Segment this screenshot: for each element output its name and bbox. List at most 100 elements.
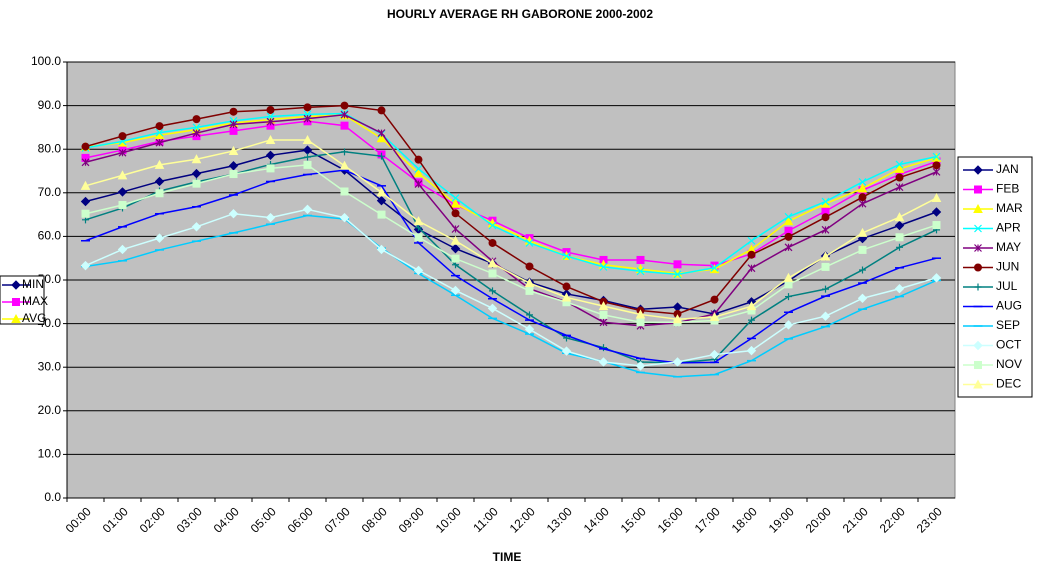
marker bbox=[932, 152, 941, 161]
y-tick-label: 10.0 bbox=[38, 447, 62, 461]
marker bbox=[636, 267, 645, 276]
series-line bbox=[85, 113, 937, 327]
marker bbox=[857, 227, 868, 237]
marker bbox=[192, 179, 201, 188]
legend2-label: AVG bbox=[22, 311, 46, 325]
marker bbox=[974, 263, 982, 272]
marker bbox=[340, 121, 349, 130]
marker bbox=[599, 310, 608, 319]
x-tick-label: 00:00 bbox=[63, 504, 94, 535]
marker bbox=[340, 110, 349, 119]
marker bbox=[931, 192, 942, 203]
marker bbox=[378, 152, 385, 160]
y-tick-label: 0.0 bbox=[44, 490, 61, 504]
marker bbox=[785, 293, 792, 301]
marker bbox=[973, 203, 983, 213]
legend-label: FEB bbox=[996, 182, 1019, 196]
marker bbox=[932, 161, 941, 170]
legend-label: OCT bbox=[996, 338, 1022, 352]
marker bbox=[746, 345, 757, 356]
marker bbox=[636, 318, 645, 327]
marker bbox=[820, 251, 831, 261]
marker bbox=[672, 268, 683, 278]
legend-box bbox=[957, 156, 1033, 398]
marker bbox=[117, 170, 128, 180]
marker bbox=[931, 273, 942, 283]
marker bbox=[858, 199, 867, 208]
y-tick-label: 80.0 bbox=[38, 141, 62, 155]
marker bbox=[974, 224, 982, 233]
series bbox=[81, 160, 941, 327]
legend2-label: MIN bbox=[22, 277, 44, 291]
marker bbox=[340, 187, 349, 196]
x-tick-label: 09:00 bbox=[396, 504, 427, 535]
x-tick-label: 19:00 bbox=[766, 504, 797, 535]
x-tick-label: 18:00 bbox=[729, 504, 760, 535]
marker bbox=[229, 120, 238, 129]
marker bbox=[857, 183, 868, 193]
marker bbox=[858, 193, 867, 202]
marker bbox=[155, 122, 164, 131]
marker bbox=[155, 128, 164, 137]
legend-label: MAY bbox=[996, 240, 1021, 254]
marker bbox=[377, 129, 386, 137]
marker bbox=[81, 142, 90, 151]
marker bbox=[895, 183, 904, 192]
marker bbox=[451, 225, 460, 233]
marker bbox=[783, 272, 794, 282]
marker bbox=[932, 167, 941, 176]
series-line bbox=[85, 114, 937, 275]
marker bbox=[673, 260, 682, 269]
marker bbox=[118, 148, 127, 157]
marker bbox=[414, 155, 423, 164]
marker bbox=[710, 263, 719, 272]
marker bbox=[525, 286, 534, 295]
marker bbox=[822, 285, 829, 293]
y-tick-label: 20.0 bbox=[38, 403, 62, 417]
marker bbox=[821, 213, 830, 222]
x-tick-label: 20:00 bbox=[803, 504, 834, 535]
marker bbox=[229, 107, 238, 116]
series bbox=[80, 204, 942, 371]
marker bbox=[265, 150, 276, 161]
marker bbox=[598, 357, 609, 367]
marker bbox=[747, 250, 756, 259]
marker bbox=[450, 198, 461, 208]
marker bbox=[673, 270, 682, 279]
marker bbox=[974, 244, 982, 252]
marker bbox=[974, 185, 982, 194]
y-tick-label: 100.0 bbox=[31, 54, 61, 68]
marker bbox=[229, 126, 238, 135]
marker bbox=[488, 269, 497, 278]
marker bbox=[488, 221, 497, 230]
marker bbox=[303, 114, 312, 123]
x-tick-label: 13:00 bbox=[544, 504, 575, 535]
legend2-label: MAX bbox=[22, 294, 48, 308]
marker bbox=[266, 117, 275, 126]
marker bbox=[821, 197, 830, 206]
y-tick-label: 90.0 bbox=[38, 98, 62, 112]
x-tick-label: 23:00 bbox=[914, 504, 945, 535]
marker bbox=[341, 148, 348, 156]
marker bbox=[414, 233, 423, 242]
x-tick-label: 02:00 bbox=[137, 504, 168, 535]
marker bbox=[415, 224, 422, 232]
marker bbox=[857, 293, 868, 304]
marker bbox=[451, 194, 460, 202]
marker bbox=[635, 361, 646, 371]
x-axis-title: TIME bbox=[493, 550, 522, 564]
marker bbox=[858, 177, 867, 186]
marker bbox=[747, 264, 756, 273]
marker bbox=[894, 212, 905, 222]
marker bbox=[228, 209, 239, 219]
marker bbox=[376, 244, 387, 255]
marker bbox=[931, 207, 942, 217]
marker bbox=[747, 236, 756, 245]
marker bbox=[488, 238, 497, 247]
marker bbox=[265, 212, 276, 223]
marker bbox=[973, 379, 983, 389]
x-tick-label: 16:00 bbox=[655, 504, 686, 535]
series-line bbox=[85, 112, 937, 276]
x-tick-label: 15:00 bbox=[618, 504, 649, 535]
